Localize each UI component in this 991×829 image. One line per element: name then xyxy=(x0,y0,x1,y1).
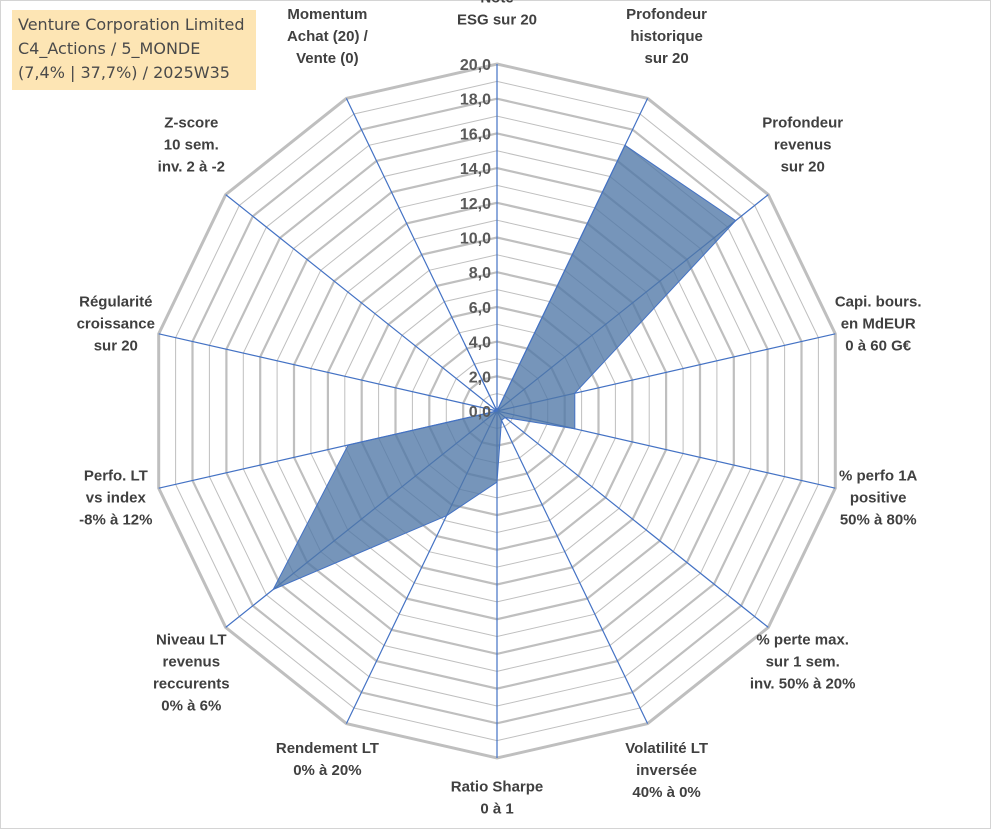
axis-label: NoteESG sur 20 xyxy=(457,0,537,29)
axis-label: Rendement LT 0% à 20% xyxy=(276,740,379,779)
series-area xyxy=(272,144,737,591)
company-name: Venture Corporation Limited xyxy=(18,15,245,34)
axis-label: Volatilité LT inversée 40% à 0% xyxy=(625,740,708,801)
tick-layer: 0,0 2,0 4,0 6,0 8,0 10,0 12,0 14,0 16,0 18,0 20,0 xyxy=(460,57,491,421)
axis-spoke xyxy=(496,410,769,628)
tick-label: 4,0 xyxy=(469,335,491,352)
portfolio-category: C4_Actions / 5_MONDE xyxy=(18,39,201,58)
axis-label: Capi. bours. en MdEUR 0 à 60 G€ xyxy=(835,293,922,354)
axis-label: Régularité croissance sur 20 xyxy=(77,293,155,354)
axis-label: Ratio Sharpe 0 à 1 xyxy=(451,779,544,818)
axis-label: Perfo. LT vs index -8% à 12% xyxy=(79,467,152,528)
tick-label: 12,0 xyxy=(460,196,491,213)
tick-label: 0,0 xyxy=(469,404,491,421)
axis-spoke xyxy=(496,410,649,724)
axis-label: Profondeur revenus sur 20 xyxy=(762,115,843,176)
tick-label: 18,0 xyxy=(460,92,491,109)
tick-label: 16,0 xyxy=(460,126,491,143)
tick-label: 8,0 xyxy=(469,265,491,282)
axis-label: Profondeur historique sur 20 xyxy=(626,6,707,67)
axis-label: Niveau LT revenus reccurents 0% à 6% xyxy=(153,631,230,714)
axis-label: Z-score 10 sem. inv. 2 à -2 xyxy=(158,115,225,176)
tick-label: 20,0 xyxy=(460,57,491,74)
axis-label: Momentum Achat (20) / Vente (0) xyxy=(287,6,369,67)
performance-period: (7,4% | 37,7%) / 2025W35 xyxy=(18,63,230,82)
axis-spoke xyxy=(158,333,498,412)
axis-label: % perfo 1A positive 50% à 80% xyxy=(839,467,918,528)
series-layer xyxy=(272,144,737,591)
chart-header-box: Venture Corporation Limited C4_Actions /… xyxy=(12,10,256,90)
tick-label: 14,0 xyxy=(460,161,491,178)
tick-label: 2,0 xyxy=(469,369,491,386)
axis-spoke xyxy=(225,194,498,412)
tick-label: 6,0 xyxy=(469,300,491,317)
tick-label: 10,0 xyxy=(460,231,491,248)
axis-label: % perte max. sur 1 sem. inv. 50% à 20% xyxy=(750,631,856,692)
